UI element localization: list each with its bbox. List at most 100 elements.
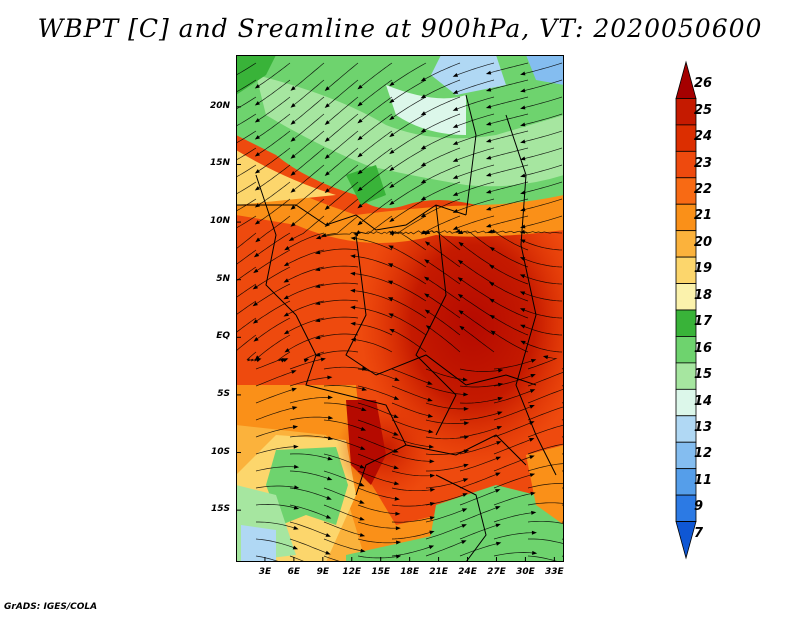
streamline <box>493 359 536 370</box>
streamline <box>459 542 500 557</box>
streamline <box>325 198 359 227</box>
colorbar-tick-label: 25 <box>694 102 713 118</box>
streamline-arrow <box>288 236 295 241</box>
streamline <box>316 316 359 322</box>
streamline <box>425 450 468 455</box>
streamline <box>236 79 257 93</box>
streamline <box>284 249 325 266</box>
streamline-arrow <box>280 358 286 363</box>
streamline <box>425 368 467 381</box>
streamline <box>425 310 461 336</box>
streamline <box>527 388 564 404</box>
colorbar-tick-label: 15 <box>694 367 713 383</box>
streamline <box>528 538 564 545</box>
streamline-arrow <box>464 435 470 440</box>
streamline-arrow <box>430 487 436 492</box>
colorbar-segment <box>675 177 697 205</box>
streamline <box>521 198 563 211</box>
streamline <box>325 96 359 125</box>
streamline <box>421 79 461 98</box>
streamline <box>284 266 325 283</box>
streamline <box>357 521 400 529</box>
streamline <box>255 538 297 550</box>
streamline-arrow <box>464 421 470 426</box>
colorbar-segment <box>675 362 697 390</box>
streamline <box>391 419 433 433</box>
streamline-arrow <box>496 541 502 546</box>
streamline-arrow <box>452 226 459 230</box>
streamline-arrow <box>359 516 365 521</box>
streamline-arrow <box>254 169 260 174</box>
streamline-arrow <box>531 530 537 535</box>
streamline <box>236 198 257 212</box>
streamline <box>521 239 563 251</box>
streamline <box>425 277 461 302</box>
streamline-arrow <box>420 213 426 218</box>
streamline-arrow <box>387 263 394 268</box>
streamline-arrow <box>519 308 526 312</box>
streamline-arrow <box>457 259 464 265</box>
streamline-arrow <box>324 222 330 227</box>
streamline-arrow <box>315 267 321 272</box>
streamline-arrow <box>254 186 260 191</box>
streamline <box>357 453 398 469</box>
streamline <box>291 164 325 193</box>
streamline <box>521 215 563 228</box>
streamline <box>521 181 563 194</box>
streamline <box>246 351 261 362</box>
streamline-arrow <box>529 389 536 393</box>
streamline <box>289 555 307 562</box>
streamline-arrow <box>452 90 459 94</box>
streamline-arrow <box>520 139 526 144</box>
streamline <box>521 291 563 302</box>
streamline-arrow <box>452 73 459 77</box>
streamline <box>323 555 344 562</box>
streamline <box>390 79 427 103</box>
streamline-arrow <box>452 175 459 179</box>
streamline-arrow <box>359 533 366 537</box>
lon-tick-label: 12E <box>342 567 362 577</box>
streamline-arrow <box>489 314 495 320</box>
streamline <box>255 164 291 190</box>
colorbar-tick-label: 20 <box>694 234 713 250</box>
streamline <box>316 333 359 339</box>
streamline <box>289 538 330 555</box>
streamline-arrow <box>290 86 296 91</box>
colorbar-tick-label: 24 <box>694 129 713 145</box>
streamline-arrow <box>324 86 330 91</box>
streamline <box>426 325 461 353</box>
streamline-arrow <box>429 459 435 464</box>
streamline-arrow <box>429 530 435 535</box>
colorbar-tick-label: 12 <box>694 446 713 462</box>
streamline <box>426 464 468 472</box>
streamline <box>316 265 359 271</box>
streamline-arrow <box>327 476 333 481</box>
streamline-arrow <box>519 291 526 296</box>
streamline <box>291 147 325 176</box>
streamline <box>459 411 502 421</box>
streamline-arrow <box>303 358 310 363</box>
streamline-arrow <box>424 259 430 264</box>
streamline <box>358 62 393 89</box>
colorbar-tick-label: 26 <box>694 76 713 92</box>
streamline <box>521 341 563 353</box>
streamline <box>323 504 364 520</box>
streamline-arrow <box>485 155 492 160</box>
streamline-arrow <box>489 264 495 269</box>
streamline <box>458 277 495 302</box>
streamline <box>255 426 297 438</box>
streamline-arrow <box>254 220 260 225</box>
streamline <box>289 435 332 440</box>
streamline <box>325 79 359 108</box>
streamline-arrow <box>420 196 426 201</box>
streamline-arrow <box>387 280 393 285</box>
streamline-arrow <box>495 523 501 528</box>
streamline <box>421 181 461 200</box>
streamline <box>421 96 461 115</box>
streamline-arrow <box>256 358 262 363</box>
streamline <box>285 232 325 250</box>
streamline-arrow <box>394 377 400 381</box>
streamline-arrow <box>458 310 464 315</box>
streamline <box>389 245 427 268</box>
streamline <box>390 231 427 251</box>
